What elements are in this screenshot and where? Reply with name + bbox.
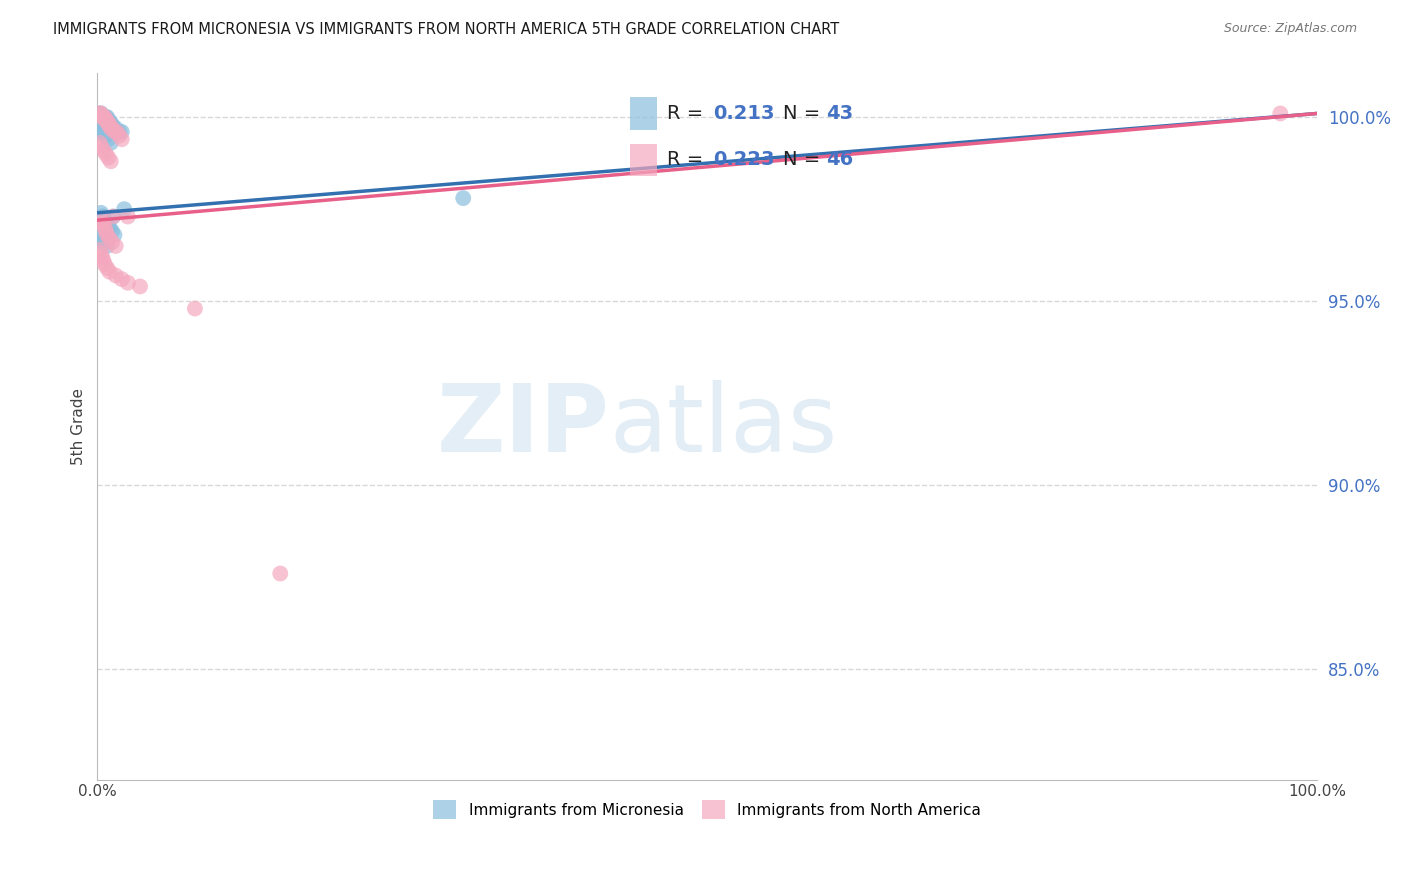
Point (93, 217, 115, 231)
Point (129, 279, 152, 293)
Point (89, 106, 111, 120)
Point (96, 110, 118, 124)
Point (98, 231, 121, 245)
Point (98, 118, 121, 132)
Point (90, 110, 112, 124)
Point (90, 206, 112, 220)
Point (97, 118, 120, 132)
Point (96, 239, 118, 253)
Point (101, 121, 124, 136)
Point (96, 113, 118, 128)
Point (104, 121, 127, 136)
Point (1270, 106, 1292, 120)
Point (100, 121, 122, 136)
Point (89, 121, 111, 136)
Point (108, 125, 131, 139)
Point (111, 272, 134, 286)
Point (93, 253, 115, 268)
Point (94, 217, 117, 231)
Point (93, 113, 115, 128)
Point (93, 220, 115, 235)
Point (103, 210, 125, 224)
Point (94, 113, 117, 128)
Point (91, 125, 114, 139)
Point (98, 113, 121, 128)
Point (103, 210, 125, 224)
Point (91, 235, 114, 250)
Point (90, 246, 112, 260)
Point (451, 191, 474, 205)
Point (103, 227, 125, 242)
Point (91, 110, 114, 124)
Point (100, 136, 122, 150)
Point (98, 220, 121, 235)
Point (103, 125, 125, 139)
Point (89, 106, 111, 120)
Point (100, 118, 122, 132)
Point (101, 118, 124, 132)
Point (97, 118, 120, 132)
Point (93, 128, 115, 143)
Point (98, 265, 121, 279)
Point (91, 210, 114, 224)
Point (111, 125, 134, 139)
Point (93, 210, 115, 224)
Point (93, 257, 115, 271)
Point (117, 210, 139, 224)
Text: atlas: atlas (610, 380, 838, 472)
Point (101, 224, 124, 238)
Point (97, 132, 120, 146)
Point (91, 250, 114, 264)
Text: ZIP: ZIP (437, 380, 610, 472)
Point (93, 213, 115, 227)
Point (90, 231, 112, 245)
Point (105, 125, 128, 139)
Point (90, 106, 112, 120)
Point (105, 125, 128, 139)
Point (93, 143, 115, 157)
Point (108, 128, 131, 143)
Point (90, 106, 112, 120)
Point (104, 268, 127, 283)
Point (94, 147, 117, 161)
Point (94, 110, 117, 124)
Point (93, 110, 115, 124)
Point (100, 154, 122, 169)
Point (94, 128, 117, 143)
Point (96, 113, 118, 128)
Point (112, 202, 135, 216)
Y-axis label: 5th Grade: 5th Grade (72, 388, 86, 465)
Legend: Immigrants from Micronesia, Immigrants from North America: Immigrants from Micronesia, Immigrants f… (427, 794, 987, 825)
Point (111, 132, 134, 146)
Point (97, 151, 120, 165)
Point (96, 260, 118, 275)
Point (91, 217, 114, 231)
Point (103, 121, 125, 136)
Point (93, 110, 115, 124)
Point (93, 235, 115, 250)
Text: IMMIGRANTS FROM MICRONESIA VS IMMIGRANTS FROM NORTH AMERICA 5TH GRADE CORRELATIO: IMMIGRANTS FROM MICRONESIA VS IMMIGRANTS… (53, 22, 839, 37)
Point (101, 235, 124, 250)
Point (90, 139, 112, 153)
Point (104, 239, 127, 253)
Point (90, 213, 112, 227)
Point (90, 121, 112, 136)
Point (184, 301, 207, 316)
Point (269, 566, 291, 581)
Point (91, 110, 114, 124)
Point (89, 136, 111, 150)
Point (94, 224, 117, 238)
Point (96, 227, 118, 242)
Point (97, 220, 120, 235)
Text: Source: ZipAtlas.com: Source: ZipAtlas.com (1223, 22, 1357, 36)
Point (89, 227, 111, 242)
Point (93, 125, 115, 139)
Point (93, 110, 115, 124)
Point (117, 276, 139, 290)
Point (89, 243, 111, 257)
